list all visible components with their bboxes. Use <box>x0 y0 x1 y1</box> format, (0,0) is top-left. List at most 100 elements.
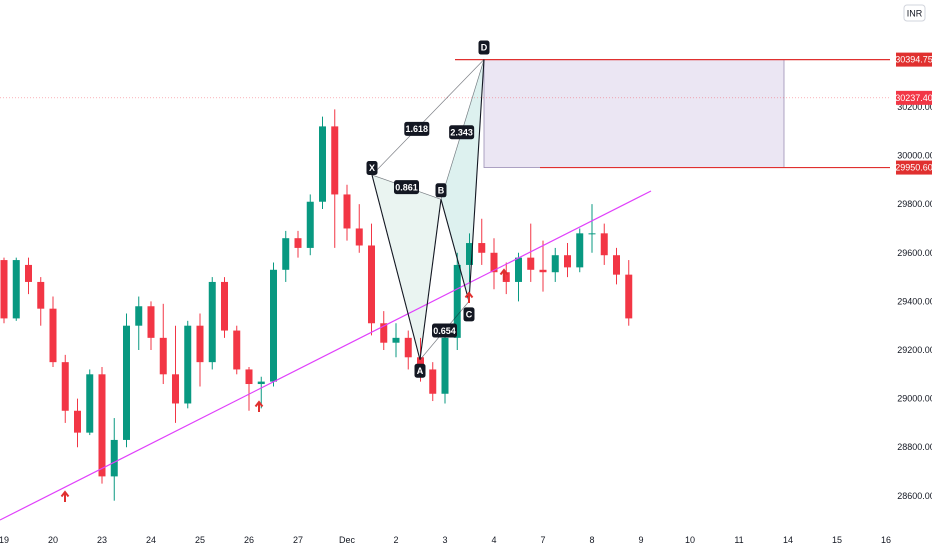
pattern-xab-fill <box>372 175 441 360</box>
candle-body[interactable] <box>564 255 571 268</box>
candle-body[interactable] <box>37 281 45 309</box>
current-price-tag[interactable]: 30237.40 <box>895 90 932 105</box>
price-tick-label: 29800.00 <box>897 199 932 209</box>
pattern-point-badge <box>463 307 475 322</box>
candle-body[interactable] <box>233 330 241 370</box>
candle-body[interactable] <box>490 252 498 273</box>
candle-body[interactable] <box>49 308 57 363</box>
currency-badge[interactable]: INR <box>903 4 926 22</box>
up-arrow-icon <box>499 268 509 280</box>
candle-body[interactable] <box>196 325 204 363</box>
candle-body[interactable] <box>355 228 363 246</box>
pattern-point-x[interactable]: X <box>366 161 378 175</box>
pattern-leg-bc <box>440 199 470 302</box>
pattern-ratio-xd <box>371 59 485 176</box>
candle-body[interactable] <box>86 374 94 433</box>
ratio-label: 2.343 <box>450 127 473 137</box>
candle-body[interactable] <box>245 369 253 385</box>
pattern-leg-cd <box>468 59 485 302</box>
candle-body[interactable] <box>0 260 8 319</box>
time-tick-label: 24 <box>146 535 156 545</box>
candle-body[interactable] <box>282 238 290 270</box>
candle-body[interactable] <box>625 274 633 319</box>
pattern-leg-xa <box>371 174 421 360</box>
candle-body[interactable] <box>478 243 486 253</box>
candle-body[interactable] <box>159 337 167 375</box>
ratio-badge <box>449 125 475 140</box>
candle-body[interactable] <box>257 381 265 385</box>
candle-body[interactable] <box>429 369 437 394</box>
candle-body[interactable] <box>12 260 20 319</box>
ratio-label: 1.618 <box>406 124 429 134</box>
candle-body[interactable] <box>343 194 351 229</box>
candle-body[interactable] <box>576 233 584 268</box>
range-box[interactable] <box>483 59 785 168</box>
candle-body[interactable] <box>270 269 277 382</box>
candle-body[interactable] <box>208 281 216 363</box>
time-tick-label: 15 <box>832 535 842 545</box>
up-arrow-icon <box>60 490 70 502</box>
candle-body[interactable] <box>466 243 473 265</box>
candle-body[interactable] <box>135 306 143 326</box>
candle-body[interactable] <box>221 281 228 331</box>
pattern-bcd-fill <box>441 59 484 302</box>
candle-body[interactable] <box>331 126 339 195</box>
candle-body[interactable] <box>74 410 81 433</box>
candle-body[interactable] <box>527 257 535 270</box>
up-arrow-icon <box>464 291 474 303</box>
pattern-point-label: D <box>481 43 488 53</box>
candle-body[interactable] <box>61 362 69 411</box>
time-tick-label: 7 <box>540 535 545 545</box>
candle-body[interactable] <box>392 337 400 343</box>
candle-body[interactable] <box>551 255 559 273</box>
candle-body[interactable] <box>539 269 547 273</box>
ratio-badge <box>394 180 419 195</box>
pattern-ratio-2: 0.861 <box>394 180 419 195</box>
candle-body[interactable] <box>294 238 302 248</box>
time-axis[interactable]: 19 20 23 24 25 26 27 Dec 2 3 4 7 8 9 10 11 14 15 16 <box>0 535 891 545</box>
time-tick-label: 19 <box>0 535 9 545</box>
candle-body[interactable] <box>110 439 118 477</box>
up-arrow-icon <box>254 400 264 412</box>
price-tick-label: 29200.00 <box>897 345 932 355</box>
candle-body[interactable] <box>98 374 106 477</box>
candle-body[interactable] <box>306 201 314 248</box>
time-tick-label: 11 <box>734 535 743 545</box>
support-trendline[interactable] <box>0 190 652 521</box>
candle-body[interactable] <box>184 325 192 404</box>
pattern-point-c[interactable]: C <box>463 307 475 322</box>
pattern-point-badge <box>435 183 447 198</box>
time-tick-label: 2 <box>393 535 398 545</box>
pattern-point-b[interactable]: B <box>435 183 447 198</box>
candle-body[interactable] <box>588 233 596 235</box>
ratio-badge <box>404 121 430 136</box>
candle-body[interactable] <box>600 233 608 256</box>
pattern-point-a[interactable]: A <box>414 363 426 378</box>
candle-body[interactable] <box>147 306 155 338</box>
candle-body[interactable] <box>515 257 522 282</box>
time-tick-label: 27 <box>293 535 303 545</box>
price-tick-label: 30200.00 <box>897 102 932 112</box>
candle-body[interactable] <box>404 337 412 358</box>
candle-body[interactable] <box>441 337 449 394</box>
currency-label: INR <box>907 9 923 19</box>
pattern-point-badge <box>414 363 426 378</box>
candle-body[interactable] <box>417 357 424 370</box>
candle-body[interactable] <box>25 264 32 282</box>
time-tick-label: 4 <box>491 535 496 545</box>
price-axis[interactable]: 30200.00 30000.00 29800.00 29600.00 29400.00… <box>895 52 932 501</box>
lower-level-price-tag[interactable]: 29950.60 <box>895 160 932 175</box>
price-tag-bg <box>896 52 932 67</box>
price-tick-label: 28600.00 <box>897 491 932 501</box>
candle-body[interactable] <box>172 374 179 404</box>
candle-body[interactable] <box>319 126 326 202</box>
candle-body[interactable] <box>613 255 620 275</box>
upper-level-price-tag[interactable]: 30394.75 <box>895 52 932 67</box>
candle-body[interactable] <box>502 272 510 282</box>
candle-body[interactable] <box>453 264 461 338</box>
pattern-point-d[interactable]: D <box>478 40 490 55</box>
candle-body[interactable] <box>368 245 375 324</box>
candle-body[interactable] <box>380 323 388 343</box>
candle-body[interactable] <box>123 325 130 440</box>
